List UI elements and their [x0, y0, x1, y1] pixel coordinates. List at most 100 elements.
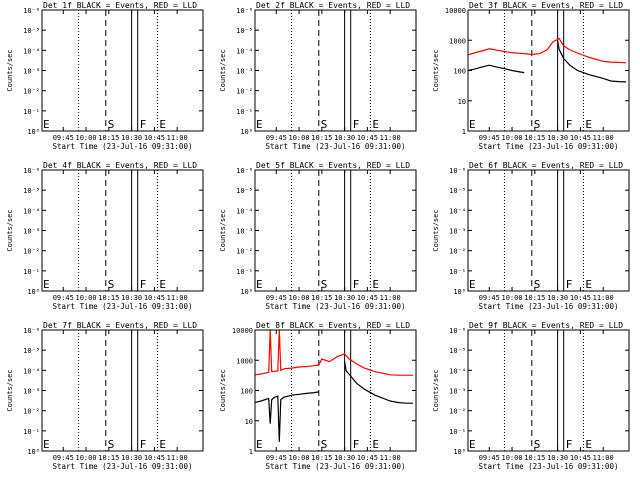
y-tick-label: 10⁻³: [23, 68, 40, 76]
y-tick-label: 10⁰: [27, 288, 40, 296]
plot-frame: [254, 329, 417, 452]
y-tick-label: 1000: [236, 357, 253, 365]
y-tick-label: 10000: [445, 7, 466, 15]
y-tick-label: 10⁻⁶: [23, 327, 40, 335]
y-tick-label: 10⁻⁴: [23, 367, 40, 375]
x-tick-label: 10:45: [570, 134, 591, 142]
x-tick-label: 11:00: [380, 134, 401, 142]
series-line: [557, 40, 627, 83]
x-tick-label: 10:15: [311, 454, 332, 462]
y-tick-label: 10⁻⁶: [23, 167, 40, 175]
marker-label: F: [140, 438, 147, 451]
x-tick-label: 11:00: [167, 134, 188, 142]
panel-det-4: Det 4f BLACK = Events, RED = LLD Counts/s…: [6, 161, 204, 311]
marker-label: E: [372, 118, 379, 131]
y-tick-label: 10⁻²: [23, 88, 40, 96]
marker-label: E: [159, 118, 166, 131]
panel-det-3: Det 3f BLACK = Events, RED = LLD Counts/s…: [432, 1, 630, 151]
marker-label: E: [256, 278, 263, 291]
panel-title: Det 9f BLACK = Events, RED = LLD: [469, 321, 623, 330]
series-line: [467, 37, 627, 64]
plot-frame: [467, 9, 630, 132]
y-axis-label: Counts/sec: [219, 369, 227, 411]
x-tick-label: 10:15: [98, 294, 119, 302]
panel-title: Det 4f BLACK = Events, RED = LLD: [43, 161, 197, 170]
y-tick-label: 10⁻²: [236, 88, 253, 96]
x-tick-label: 11:00: [167, 294, 188, 302]
x-tick-label: 09:45: [53, 134, 74, 142]
x-tick-label: 10:30: [121, 134, 142, 142]
x-tick-label: 10:00: [502, 134, 523, 142]
y-tick-label: 100: [453, 68, 466, 76]
x-tick-label: 09:45: [479, 134, 500, 142]
x-axis-label: Start Time (23-Jul-16 09:31:00): [53, 302, 193, 311]
x-tick-label: 10:15: [98, 134, 119, 142]
x-tick-label: 09:45: [479, 454, 500, 462]
x-tick-label: 11:00: [593, 134, 614, 142]
marker-label: E: [256, 438, 263, 451]
y-tick-label: 10⁻⁶: [236, 167, 253, 175]
y-tick-label: 10⁻¹: [449, 428, 466, 436]
y-tick-label: 10⁻⁵: [23, 187, 40, 195]
marker-label: F: [566, 118, 573, 131]
panel-det-8: Det 8f BLACK = Events, RED = LLD Counts/s…: [219, 321, 417, 471]
x-tick-label: 10:00: [289, 294, 310, 302]
marker-label: S: [534, 438, 541, 451]
x-axis-label: Start Time (23-Jul-16 09:31:00): [479, 462, 619, 471]
x-tick-label: 10:15: [524, 294, 545, 302]
y-tick-label: 10⁻²: [236, 248, 253, 256]
panel-det-1: Det 1f BLACK = Events, RED = LLD Counts/s…: [6, 1, 204, 151]
x-tick-label: 11:00: [380, 454, 401, 462]
marker-label: S: [108, 278, 115, 291]
x-axis-label: Start Time (23-Jul-16 09:31:00): [53, 142, 193, 151]
marker-label: E: [43, 438, 50, 451]
x-tick-label: 10:00: [76, 294, 97, 302]
x-tick-label: 10:00: [76, 134, 97, 142]
y-tick-label: 10⁻³: [449, 228, 466, 236]
y-tick-label: 10⁻⁶: [449, 327, 466, 335]
x-tick-label: 10:45: [357, 294, 378, 302]
y-axis-label: Counts/sec: [432, 209, 440, 251]
y-axis-label: Counts/sec: [219, 49, 227, 91]
x-tick-label: 09:45: [266, 294, 287, 302]
x-tick-label: 09:45: [53, 454, 74, 462]
plot-frame: [41, 169, 204, 292]
x-tick-label: 10:30: [334, 294, 355, 302]
series-line: [344, 361, 413, 404]
x-tick-label: 11:00: [380, 294, 401, 302]
plot-frame: [41, 9, 204, 132]
x-tick-label: 11:00: [593, 294, 614, 302]
y-tick-label: 10⁻⁴: [449, 207, 466, 215]
marker-label: F: [566, 278, 573, 291]
y-tick-label: 10000: [232, 327, 253, 335]
y-tick-label: 10⁻¹: [23, 108, 40, 116]
y-tick-label: 10: [245, 418, 253, 426]
x-axis-label: Start Time (23-Jul-16 09:31:00): [53, 462, 193, 471]
x-tick-label: 09:45: [266, 134, 287, 142]
marker-label: E: [469, 438, 476, 451]
panel-det-6: Det 6f BLACK = Events, RED = LLD Counts/s…: [432, 161, 630, 311]
y-tick-label: 10⁰: [27, 448, 40, 456]
marker-label: E: [159, 438, 166, 451]
marker-label: S: [321, 278, 328, 291]
x-tick-label: 10:00: [289, 454, 310, 462]
x-tick-label: 10:15: [311, 294, 332, 302]
y-tick-label: 10⁻⁵: [449, 187, 466, 195]
marker-label: F: [353, 118, 360, 131]
marker-label: S: [534, 118, 541, 131]
panel-title: Det 1f BLACK = Events, RED = LLD: [43, 1, 197, 10]
y-tick-label: 10⁰: [240, 128, 253, 136]
x-tick-label: 10:30: [334, 454, 355, 462]
x-tick-label: 10:15: [311, 134, 332, 142]
y-axis-label: Counts/sec: [6, 369, 14, 411]
y-axis-label: Counts/sec: [432, 369, 440, 411]
x-tick-label: 10:45: [357, 134, 378, 142]
y-tick-label: 10⁻²: [23, 408, 40, 416]
x-tick-label: 10:15: [524, 454, 545, 462]
x-tick-label: 09:45: [53, 294, 74, 302]
marker-label: F: [353, 438, 360, 451]
panel-title: Det 2f BLACK = Events, RED = LLD: [256, 1, 410, 10]
y-tick-label: 10⁻⁵: [236, 27, 253, 35]
marker-label: E: [585, 118, 592, 131]
panel-det-5: Det 5f BLACK = Events, RED = LLD Counts/s…: [219, 161, 417, 311]
